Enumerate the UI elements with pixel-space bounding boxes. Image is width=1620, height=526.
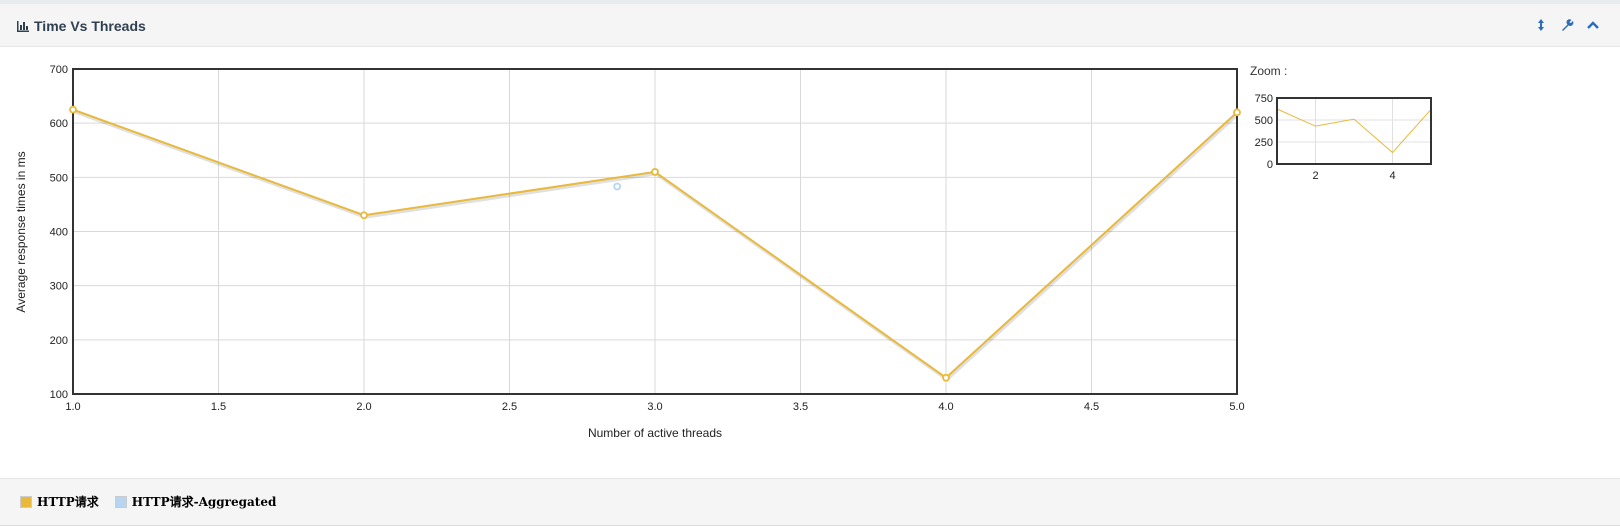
- x-axis-ticks: 1.0 1.5 2.0 2.5 3.0 3.5 4.0 4.5 5.0: [65, 401, 1244, 413]
- zoom-y-tick: 250: [1255, 137, 1273, 149]
- panel-title: Time Vs Threads: [16, 18, 146, 34]
- zoom-y-tick: 750: [1255, 93, 1273, 105]
- legend-item-http[interactable]: HTTP请求: [20, 493, 99, 510]
- y-tick-label: 600: [50, 118, 68, 130]
- legend-item-http-aggregated[interactable]: HTTP请求-Aggregated: [114, 493, 277, 510]
- data-point-0-3[interactable]: [942, 373, 950, 382]
- x-tick-label: 4.5: [1084, 401, 1099, 413]
- x-tick-label: 4.0: [938, 401, 953, 413]
- zoom-frame[interactable]: [1276, 97, 1432, 165]
- time-vs-threads-chart: 100 200 300 400 500 600 700 1.0 1.5 2.0 2.5 3.0 3.5…: [14, 64, 1432, 440]
- header-tools: [1534, 18, 1600, 32]
- legend-swatch-http: [20, 495, 32, 508]
- zoom-x-tick: 2: [1312, 170, 1318, 182]
- y-tick-label: 100: [50, 389, 68, 401]
- y-tick-label: 200: [50, 335, 68, 347]
- x-tick-label: 2.5: [502, 401, 517, 413]
- legend-swatch-http-aggregated: [114, 495, 127, 508]
- legend-bar: HTTP请求 HTTP请求-Aggregated: [0, 478, 1620, 526]
- x-tick-label: 3.5: [793, 401, 808, 413]
- zoom-y-tick: 0: [1267, 159, 1273, 171]
- grid: [72, 68, 1238, 395]
- chevron-up-icon[interactable]: [1586, 18, 1600, 32]
- y-tick-label: 500: [50, 172, 68, 184]
- y-tick-label: 700: [50, 64, 68, 76]
- plot-frame: [72, 68, 1238, 395]
- zoom-label: Zoom :: [1250, 64, 1287, 78]
- x-tick-label: 2.0: [356, 401, 371, 413]
- legend-label-http: HTTP请求: [37, 495, 99, 509]
- x-tick-label: 3.0: [647, 401, 662, 413]
- panel-title-text: Time Vs Threads: [34, 18, 146, 34]
- resize-vertical-icon[interactable]: [1534, 18, 1548, 32]
- zoom-series-line: [1276, 108, 1432, 154]
- legend-label-http-aggregated: HTTP请求-Aggregated: [131, 495, 277, 509]
- data-point-0-0[interactable]: [69, 105, 77, 114]
- x-tick-label: 1.0: [65, 401, 80, 413]
- zoom-overview[interactable]: 0 250 500 750 2 4: [1255, 93, 1432, 182]
- series-layer[interactable]: [69, 105, 1241, 382]
- x-tick-label: 5.0: [1229, 401, 1244, 413]
- zoom-y-tick: 500: [1255, 115, 1273, 127]
- data-point-0-2[interactable]: [651, 168, 659, 176]
- wrench-icon[interactable]: [1560, 18, 1574, 32]
- x-tick-label: 1.5: [211, 401, 226, 413]
- y-axis-label: Average response times in ms: [14, 151, 28, 312]
- bar-chart-icon: [17, 21, 29, 32]
- panel-header: Time Vs Threads: [0, 4, 1620, 47]
- y-axis-ticks: 100 200 300 400 500 600 700: [50, 64, 68, 401]
- data-point-0-1[interactable]: [360, 211, 368, 220]
- top-strip: [0, 0, 1620, 4]
- legend: HTTP请求 HTTP请求-Aggregated: [20, 493, 276, 510]
- y-tick-label: 400: [50, 227, 68, 239]
- y-tick-label: 300: [50, 281, 68, 293]
- data-point-0-4[interactable]: [1233, 108, 1241, 117]
- data-point-1-0[interactable]: [613, 182, 622, 191]
- x-axis-label: Number of active threads: [588, 426, 722, 440]
- zoom-x-tick: 4: [1389, 170, 1395, 182]
